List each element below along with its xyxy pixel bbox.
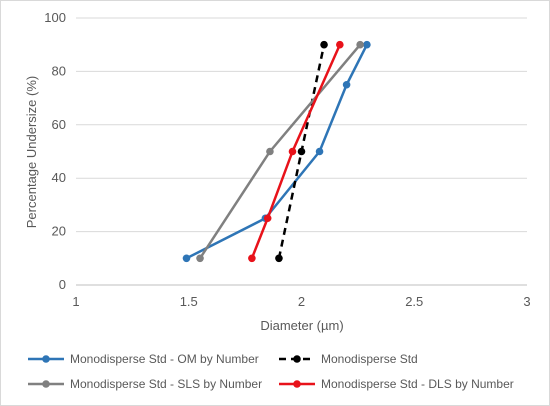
data-point — [320, 40, 328, 49]
legend-swatch-marker — [42, 380, 50, 388]
data-point — [297, 147, 306, 156]
legend-item: Monodisperse Std - OM by Number — [28, 352, 259, 366]
x-tick-label: 2 — [298, 294, 305, 309]
data-point — [196, 254, 204, 263]
y-tick-label: 100 — [44, 10, 66, 25]
legend-swatch-marker — [293, 380, 301, 388]
data-point — [342, 80, 351, 89]
legend-label: Monodisperse Std - OM by Number — [70, 352, 259, 366]
legend-label: Monodisperse Std - DLS by Number — [321, 377, 514, 391]
y-tick-label: 80 — [52, 63, 66, 78]
series-1 — [182, 40, 371, 263]
series-line — [198, 43, 362, 259]
data-point — [336, 40, 344, 49]
x-axis-title: Diameter (µm) — [260, 318, 343, 333]
x-tick-label: 1.5 — [180, 294, 198, 309]
legend-swatch-marker — [42, 355, 50, 363]
x-tick-label: 1 — [72, 294, 79, 309]
series-3 — [196, 40, 364, 263]
y-tick-label: 20 — [52, 224, 66, 239]
series-line — [250, 44, 341, 259]
data-point — [248, 254, 256, 263]
legend-item: Monodisperse Std — [279, 352, 418, 366]
x-tick-labels: 1 1.5 2 2.5 3 — [72, 294, 530, 309]
legend-item: Monodisperse Std - DLS by Number — [279, 377, 514, 391]
x-tick-label: 3 — [523, 294, 530, 309]
series-4 — [248, 40, 344, 263]
y-axis-title: Percentage Undersize (%) — [24, 76, 39, 228]
data-point — [288, 147, 297, 156]
series-line — [185, 44, 369, 260]
data-point — [266, 147, 274, 156]
y-tick-label: 40 — [52, 170, 66, 185]
series-group — [182, 40, 371, 263]
legend-item: Monodisperse Std - SLS by Number — [28, 377, 262, 391]
data-point — [182, 254, 191, 263]
legend: Monodisperse Std - OM by Number Monodispe… — [28, 352, 514, 391]
y-tick-label: 0 — [59, 277, 66, 292]
gridlines — [76, 17, 527, 233]
series-2 — [275, 40, 328, 263]
data-point — [363, 40, 371, 49]
data-point — [275, 254, 283, 263]
legend-label: Monodisperse Std - SLS by Number — [70, 377, 262, 391]
data-point — [356, 40, 364, 49]
legend-label: Monodisperse Std — [321, 352, 418, 366]
y-tick-labels: 0 20 40 60 80 100 — [44, 10, 66, 292]
legend-swatch-marker — [293, 355, 301, 363]
data-point — [263, 214, 272, 223]
data-point — [315, 147, 324, 156]
x-tick-label: 2.5 — [405, 294, 423, 309]
y-tick-label: 60 — [52, 117, 66, 132]
